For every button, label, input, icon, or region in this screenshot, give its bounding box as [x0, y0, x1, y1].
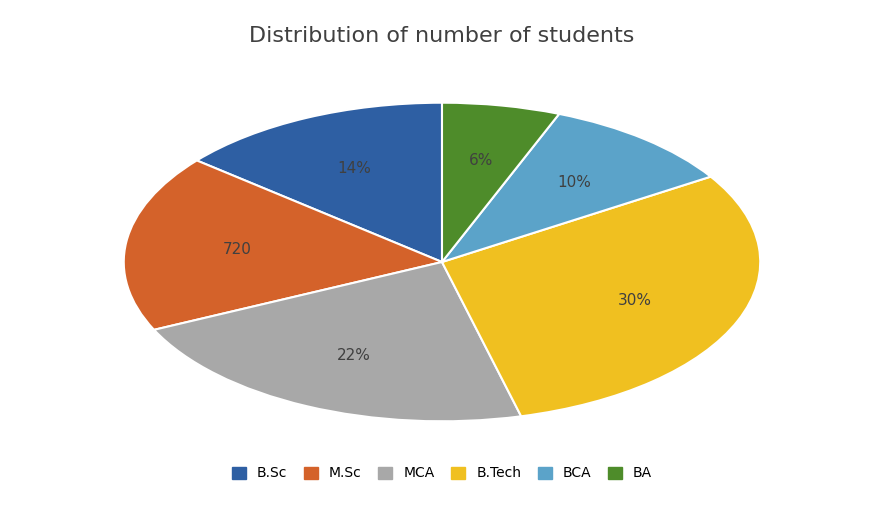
- Wedge shape: [124, 160, 442, 330]
- Wedge shape: [197, 103, 442, 262]
- Legend: B.Sc, M.Sc, MCA, B.Tech, BCA, BA: B.Sc, M.Sc, MCA, B.Tech, BCA, BA: [226, 461, 658, 486]
- Text: 6%: 6%: [469, 153, 493, 168]
- Wedge shape: [442, 103, 560, 262]
- Text: 720: 720: [223, 242, 251, 257]
- Text: 22%: 22%: [337, 348, 371, 363]
- Wedge shape: [442, 114, 711, 262]
- Wedge shape: [442, 177, 760, 416]
- Text: 14%: 14%: [337, 161, 371, 176]
- Wedge shape: [154, 262, 522, 421]
- Text: 10%: 10%: [557, 174, 591, 190]
- Title: Distribution of number of students: Distribution of number of students: [249, 26, 635, 46]
- Text: 30%: 30%: [617, 292, 652, 308]
